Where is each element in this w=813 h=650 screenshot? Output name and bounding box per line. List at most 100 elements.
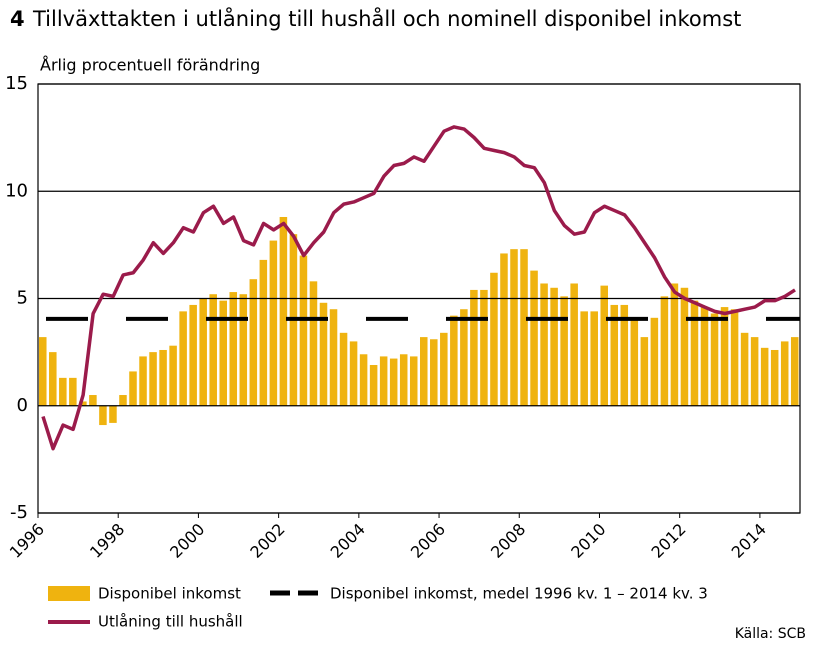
legend-label: Utlåning till hushåll	[98, 613, 243, 631]
bar	[209, 294, 217, 406]
x-tick-label: 2004	[327, 520, 369, 562]
bar	[600, 285, 608, 406]
bar	[149, 352, 157, 406]
bar	[560, 296, 568, 406]
bar	[710, 313, 719, 406]
bar	[69, 377, 77, 406]
bar	[420, 337, 428, 406]
legend-label: Disponibel inkomst, medel 1996 kv. 1 – 2…	[330, 585, 708, 603]
bar	[49, 352, 57, 406]
bar	[379, 356, 388, 406]
chart-title: Tillväxttakten i utlåning till hushåll o…	[32, 6, 741, 31]
bar	[339, 332, 348, 406]
bar	[399, 354, 408, 406]
bar	[510, 249, 518, 406]
bar	[359, 354, 368, 406]
bar	[409, 356, 418, 406]
bar	[620, 304, 629, 406]
y-tick-label: 0	[17, 395, 28, 416]
figure-number: 4	[10, 7, 25, 31]
bar	[269, 240, 278, 406]
y-tick-label: 15	[5, 73, 28, 94]
bar	[279, 216, 288, 406]
bar	[369, 364, 378, 406]
bar	[259, 259, 268, 406]
bar	[540, 283, 548, 406]
bar	[770, 349, 779, 406]
bar	[670, 283, 679, 406]
x-tick-label: 2008	[487, 520, 529, 562]
x-tick-label: 1998	[86, 520, 128, 562]
bar	[530, 270, 538, 406]
x-tick-label: 1996	[6, 520, 48, 562]
bar	[780, 341, 789, 406]
x-tick-label: 2014	[728, 520, 770, 562]
bar	[650, 317, 659, 406]
bar	[480, 289, 488, 406]
bar	[430, 339, 438, 406]
bar	[720, 307, 729, 406]
bar	[159, 349, 167, 406]
bar	[570, 283, 578, 406]
bar	[169, 345, 177, 406]
bar	[239, 294, 248, 406]
bar	[610, 304, 619, 406]
bar	[470, 289, 478, 406]
x-tick-label: 2006	[407, 520, 449, 562]
plot-frame	[37, 83, 801, 514]
legend-label: Disponibel inkomst	[98, 585, 241, 603]
x-tick-label: 2010	[567, 520, 609, 562]
bar	[700, 307, 709, 406]
bar	[299, 255, 308, 406]
bar	[319, 302, 328, 406]
bar	[750, 337, 759, 406]
bar	[440, 332, 448, 406]
bar	[329, 309, 338, 406]
y-tick-label: 5	[17, 288, 28, 309]
bar	[79, 401, 87, 406]
x-tick-label: 2012	[647, 520, 689, 562]
bar	[219, 300, 227, 406]
bar	[490, 272, 498, 406]
bar	[189, 304, 197, 406]
bar	[39, 337, 47, 406]
bar	[109, 405, 117, 423]
bar	[790, 337, 799, 406]
x-tick-label: 2002	[246, 520, 288, 562]
bar	[349, 341, 358, 406]
bar	[389, 358, 398, 406]
bar	[680, 287, 689, 406]
bar	[99, 405, 107, 426]
bar	[730, 309, 739, 406]
bar	[460, 309, 468, 406]
bar	[199, 298, 207, 406]
bar	[119, 395, 127, 406]
bar	[309, 281, 318, 406]
bar	[690, 300, 699, 406]
bar	[249, 279, 258, 406]
bar	[450, 315, 458, 406]
bar	[139, 356, 147, 406]
y-tick-label: -5	[10, 502, 28, 523]
bar	[630, 317, 639, 406]
bar	[660, 296, 669, 406]
bar	[740, 332, 749, 406]
bar	[760, 347, 769, 406]
chart-subtitle: Årlig procentuell förändring	[40, 56, 260, 75]
y-tick-label: 10	[5, 180, 28, 201]
legend-swatch	[48, 586, 90, 601]
bar	[179, 311, 187, 406]
bar	[580, 311, 588, 406]
source: Källa: SCB	[735, 626, 806, 642]
bar	[500, 253, 508, 406]
bar	[229, 292, 238, 406]
bar	[89, 395, 97, 406]
bar	[550, 287, 558, 406]
bar	[129, 371, 137, 406]
line	[41, 125, 796, 451]
bar	[640, 337, 649, 406]
x-tick-label: 2000	[166, 520, 208, 562]
bar	[59, 377, 67, 406]
bar	[520, 249, 528, 406]
